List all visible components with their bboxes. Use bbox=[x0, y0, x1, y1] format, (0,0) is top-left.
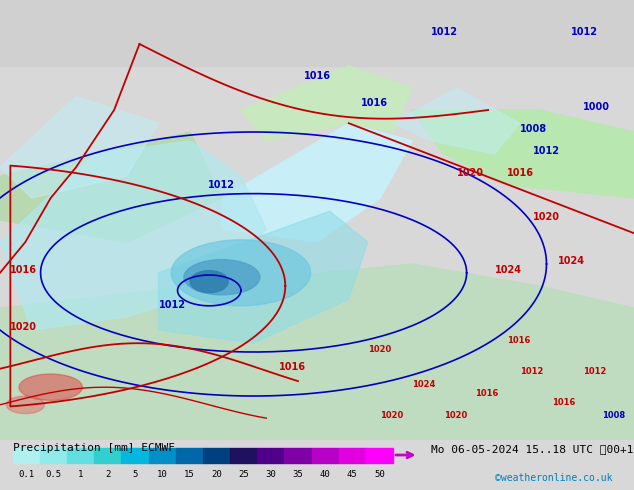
Polygon shape bbox=[0, 141, 266, 330]
Text: 1016: 1016 bbox=[10, 265, 37, 275]
Text: 1012: 1012 bbox=[533, 146, 560, 156]
Text: 10: 10 bbox=[157, 470, 167, 479]
Text: 20: 20 bbox=[211, 470, 222, 479]
Text: 1016: 1016 bbox=[476, 389, 499, 398]
Text: 45: 45 bbox=[347, 470, 358, 479]
Polygon shape bbox=[0, 132, 222, 242]
Bar bbox=[230, 447, 257, 463]
Bar bbox=[176, 447, 203, 463]
Text: 0.1: 0.1 bbox=[18, 470, 34, 479]
Text: 1024: 1024 bbox=[495, 265, 522, 275]
Text: 1: 1 bbox=[78, 470, 83, 479]
Text: Mo 06-05-2024 15..18 UTC ❠00+138: Mo 06-05-2024 15..18 UTC ❠00+138 bbox=[431, 444, 634, 454]
Bar bbox=[339, 447, 366, 463]
Text: 25: 25 bbox=[238, 470, 249, 479]
Bar bbox=[0, 0, 634, 66]
Bar bbox=[13, 447, 40, 463]
Text: 1020: 1020 bbox=[456, 168, 484, 178]
Polygon shape bbox=[241, 66, 412, 141]
Text: 1016: 1016 bbox=[279, 362, 306, 371]
Polygon shape bbox=[0, 97, 158, 198]
Text: 1016: 1016 bbox=[507, 168, 534, 178]
Text: 1024: 1024 bbox=[558, 256, 585, 266]
Text: 30: 30 bbox=[266, 470, 276, 479]
Text: 2: 2 bbox=[105, 470, 110, 479]
Bar bbox=[148, 447, 176, 463]
Text: 1008: 1008 bbox=[520, 124, 547, 134]
Bar bbox=[311, 447, 339, 463]
Bar bbox=[366, 447, 393, 463]
Text: 1016: 1016 bbox=[507, 336, 531, 345]
Polygon shape bbox=[158, 211, 368, 343]
Text: 1012: 1012 bbox=[209, 180, 235, 190]
Polygon shape bbox=[412, 110, 634, 198]
Polygon shape bbox=[0, 264, 634, 440]
Text: 1008: 1008 bbox=[602, 411, 625, 420]
Text: 1020: 1020 bbox=[444, 411, 467, 420]
Bar bbox=[285, 447, 311, 463]
Text: 35: 35 bbox=[293, 470, 303, 479]
Text: 1012: 1012 bbox=[583, 367, 607, 376]
Bar bbox=[257, 447, 285, 463]
Polygon shape bbox=[393, 88, 520, 154]
Bar bbox=[94, 447, 121, 463]
Text: 1020: 1020 bbox=[10, 322, 37, 332]
Ellipse shape bbox=[184, 260, 260, 295]
Text: 1020: 1020 bbox=[368, 345, 391, 354]
Text: 1012: 1012 bbox=[431, 27, 458, 37]
Bar bbox=[121, 447, 148, 463]
Ellipse shape bbox=[171, 240, 311, 306]
Text: 1020: 1020 bbox=[380, 411, 404, 420]
Text: 1016: 1016 bbox=[304, 71, 332, 81]
Text: 50: 50 bbox=[374, 470, 385, 479]
Text: 1016: 1016 bbox=[552, 398, 575, 407]
Text: 1024: 1024 bbox=[412, 380, 436, 389]
Bar bbox=[40, 447, 67, 463]
Ellipse shape bbox=[19, 374, 82, 400]
Text: Precipitation [mm] ECMWF: Precipitation [mm] ECMWF bbox=[13, 442, 175, 453]
Text: 0.5: 0.5 bbox=[46, 470, 61, 479]
Bar bbox=[67, 447, 94, 463]
Text: 1000: 1000 bbox=[583, 102, 611, 112]
Polygon shape bbox=[222, 123, 412, 242]
Bar bbox=[203, 447, 230, 463]
Text: 1012: 1012 bbox=[571, 27, 598, 37]
Text: 5: 5 bbox=[133, 470, 138, 479]
Text: 40: 40 bbox=[320, 470, 330, 479]
Ellipse shape bbox=[6, 396, 44, 414]
Ellipse shape bbox=[190, 270, 228, 293]
Text: 15: 15 bbox=[184, 470, 195, 479]
Text: 1016: 1016 bbox=[361, 98, 389, 108]
Text: 1012: 1012 bbox=[158, 300, 186, 310]
Text: 1012: 1012 bbox=[520, 367, 543, 376]
Text: 1020: 1020 bbox=[533, 212, 560, 222]
Text: ©weatheronline.co.uk: ©weatheronline.co.uk bbox=[495, 472, 612, 483]
